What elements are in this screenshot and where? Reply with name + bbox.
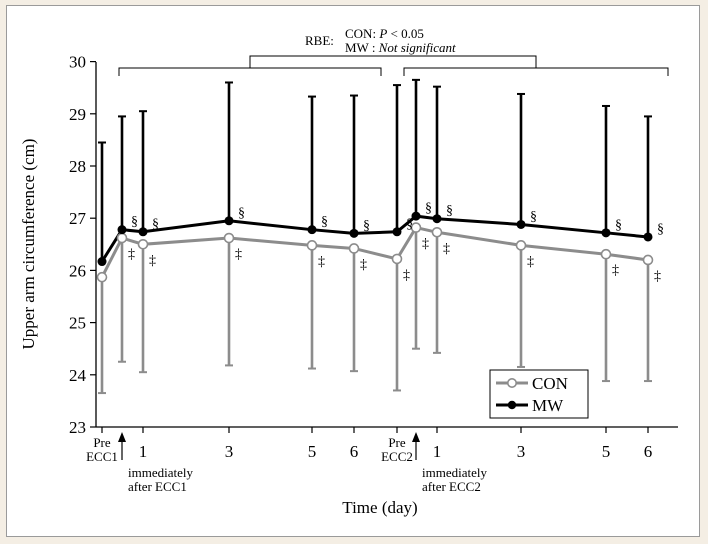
x-tick-label: Pre [388, 435, 406, 450]
mw-data-point [643, 232, 653, 242]
exercise-arrow-head [118, 432, 126, 442]
mw-significance-mark: § [657, 222, 664, 237]
con-data-point [96, 271, 108, 283]
mw-significance-mark: § [238, 206, 245, 221]
mw-significance-mark: § [425, 201, 432, 216]
con-significance-mark: ‡ [149, 253, 156, 268]
rbe-line1-p: P [378, 26, 387, 41]
rbe-line1-prefix: CON: [345, 26, 379, 41]
con-data-point [515, 240, 527, 251]
con-data-point [348, 243, 360, 254]
legend-box [489, 369, 589, 419]
con-data-point [431, 226, 443, 238]
mw-significance-mark: § [615, 218, 622, 233]
y-tick-label: 27 [69, 209, 87, 228]
rbe-line2-prefix: MW : [345, 40, 379, 55]
mw-data-point [349, 228, 359, 238]
con-significance-mark: ‡ [422, 237, 429, 252]
x-tick-label: ECC2 [381, 449, 413, 464]
rbe-line2: MW : Not significant [345, 40, 456, 55]
con-significance-mark: ‡ [360, 257, 367, 272]
y-tick-label: 24 [69, 366, 87, 385]
mw-data-point [601, 228, 611, 238]
con-significance-mark: ‡ [403, 268, 410, 283]
mw-significance-mark: § [406, 217, 413, 232]
x-tick-label: 6 [644, 442, 653, 461]
mw-data-point [307, 225, 317, 235]
x-tick-label: 5 [602, 442, 611, 461]
con-data-point [391, 253, 403, 265]
con-significance-mark: ‡ [612, 263, 619, 278]
con-data-point [116, 232, 128, 244]
x-tick-label: 5 [308, 442, 317, 461]
mw-significance-mark: § [131, 215, 138, 230]
legend-con-label: CON [532, 374, 568, 393]
y-tick-label: 25 [69, 314, 86, 333]
con-significance-mark: ‡ [235, 247, 242, 262]
legend: CON MW [489, 369, 589, 419]
mw-significance-mark: § [530, 209, 537, 224]
rbe-title: RBE: [305, 33, 334, 48]
x-tick-label: ECC1 [86, 449, 118, 464]
mw-data-point [117, 225, 127, 235]
con-data-point [600, 248, 612, 260]
y-tick-label: 23 [69, 418, 86, 437]
x-tick-label: 1 [139, 442, 148, 461]
rbe-line1: CON: P < 0.05 [345, 26, 424, 41]
legend-con-marker [506, 377, 517, 388]
x-tick-label: Pre [93, 435, 111, 450]
mw-data-point [138, 227, 148, 237]
x-axis-label: Time (day) [342, 498, 417, 517]
mw-data-point [432, 214, 442, 224]
x-tick-label: 3 [517, 442, 526, 461]
mw-significance-mark: § [363, 218, 370, 233]
con-significance-mark: ‡ [527, 254, 534, 269]
exercise-arrow-head [412, 432, 420, 442]
rbe-bracket [118, 67, 382, 76]
mw-data-point [392, 227, 402, 237]
mw-data-point [97, 257, 107, 267]
y-tick-label: 29 [69, 105, 86, 124]
mw-significance-mark: § [446, 204, 453, 219]
x-tick-label: 1 [433, 442, 442, 461]
annotation-text: immediately [422, 465, 487, 480]
x-tick-label: 6 [350, 442, 359, 461]
mw-significance-mark: § [152, 217, 159, 232]
con-significance-mark: ‡ [654, 269, 661, 284]
annotation-text: after ECC2 [422, 479, 481, 494]
mw-data-point [411, 211, 421, 221]
legend-mw-marker [507, 400, 517, 410]
rbe-bracket [403, 67, 669, 76]
con-significance-mark: ‡ [128, 247, 135, 262]
annotation-text: immediately [128, 465, 193, 480]
mw-data-point [516, 219, 526, 229]
con-significance-mark: ‡ [443, 241, 450, 256]
y-tick-label: 26 [69, 261, 86, 280]
x-tick-label: 3 [225, 442, 234, 461]
rbe-connector [249, 55, 537, 68]
con-data-point [223, 232, 235, 244]
mw-significance-mark: § [321, 215, 328, 230]
y-tick-label: 30 [69, 53, 86, 72]
rbe-line1-suffix: < 0.05 [387, 26, 424, 41]
con-data-point [410, 222, 422, 233]
con-data-point [306, 240, 318, 251]
y-axis-label: Upper arm circumference (cm) [19, 139, 38, 350]
y-tick-label: 28 [69, 157, 86, 176]
mw-data-point [224, 216, 234, 226]
con-series-line [100, 225, 649, 278]
con-data-point [642, 254, 654, 266]
annotation-text: after ECC1 [128, 479, 187, 494]
rbe-line2-value: Not significant [378, 40, 456, 55]
legend-mw-label: MW [532, 396, 564, 415]
con-significance-mark: ‡ [318, 254, 325, 269]
con-data-point [137, 239, 149, 250]
